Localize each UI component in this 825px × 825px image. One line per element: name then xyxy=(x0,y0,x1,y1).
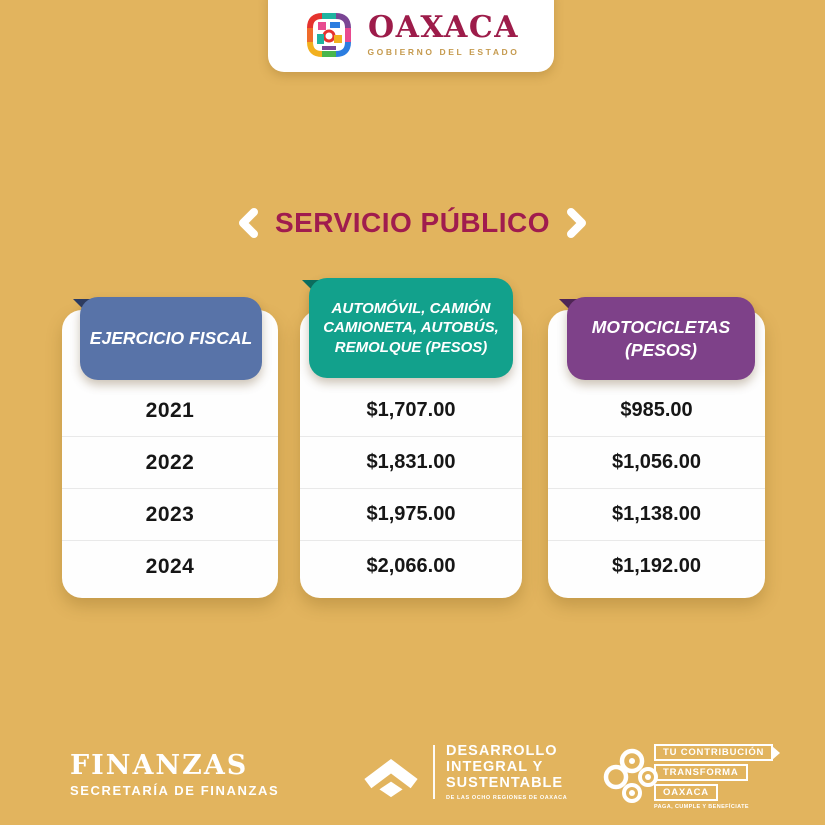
vertical-divider xyxy=(433,745,435,800)
price-cell: $1,707.00 xyxy=(366,399,456,421)
oaxaca-state-emblem-icon xyxy=(307,13,352,57)
chevron-left-icon xyxy=(238,208,258,238)
banner-subtitle: GOBIERNO DEL ESTADO xyxy=(367,47,520,57)
year-cell: 2023 xyxy=(62,488,278,540)
desarrollo-line: DESARROLLO xyxy=(446,743,558,759)
column-header-label: EJERCICIO FISCAL xyxy=(89,328,253,349)
column-header-motocicletas: MOTOCICLETAS (PESOS) xyxy=(567,297,755,380)
finanzas-subtitle: SECRETARÍA DE FINANZAS xyxy=(70,783,280,798)
column-header-label: MOTOCICLETAS (PESOS) xyxy=(591,316,731,360)
contribucion-text: TU CONTRIBUCIÓN TRANSFORMA OAXACA PAGA, … xyxy=(654,744,774,810)
year-cell: 2024 xyxy=(62,540,278,592)
desarrollo-logo: DESARROLLO INTEGRAL Y SUSTENTABLE DE LAS… xyxy=(360,743,568,801)
year-cell: 2021 xyxy=(145,398,195,422)
price-cell: $2,066.00 xyxy=(300,540,522,592)
column-ejercicio-rows: 2021 2022 2023 2024 xyxy=(62,385,278,592)
contribucion-line: TU CONTRIBUCIÓN xyxy=(654,744,774,761)
page-title-text: SERVICIO PÚBLICO xyxy=(274,207,551,238)
column-motocicletas-rows: $985.00 $1,056.00 $1,138.00 $1,192.00 xyxy=(548,385,765,592)
finanzas-title: FINANZAS xyxy=(70,750,249,781)
column-header-ejercicio-fiscal: EJERCICIO FISCAL xyxy=(80,297,262,380)
price-cell: $1,056.00 xyxy=(548,436,765,488)
price-cell: $1,831.00 xyxy=(300,436,522,488)
banner-title: OAXACA xyxy=(367,10,520,45)
price-cell: $1,975.00 xyxy=(300,488,522,540)
year-cell: 2022 xyxy=(62,436,278,488)
pyramid-arrow-icon xyxy=(364,759,418,798)
column-header-label: AUTOMÓVIL, CAMIÓN CAMIONETA, AUTOBÚS, RE… xyxy=(323,299,499,356)
page-title: SERVICIO PÚBLICO xyxy=(0,201,825,245)
price-cell: $1,192.00 xyxy=(548,540,765,592)
contribucion-logo: TU CONTRIBUCIÓN TRANSFORMA OAXACA PAGA, … xyxy=(603,744,774,810)
desarrollo-tagline: DE LAS OCHO REGIONES DE OAXACA xyxy=(446,794,568,801)
clover-flower-icon xyxy=(603,748,658,803)
desarrollo-line: SUSTENTABLE xyxy=(446,774,564,791)
desarrollo-text: DESARROLLO INTEGRAL Y SUSTENTABLE DE LAS… xyxy=(446,743,568,801)
price-cell: $1,138.00 xyxy=(548,488,765,540)
contribucion-tagline: PAGA, CUMPLE Y BENEFÍCIATE xyxy=(654,804,749,810)
price-cell: $985.00 xyxy=(620,399,693,421)
contribucion-line: TRANSFORMA xyxy=(654,764,748,781)
government-banner: OAXACA GOBIERNO DEL ESTADO xyxy=(268,0,554,72)
desarrollo-line: INTEGRAL Y xyxy=(446,758,544,775)
chevron-right-icon xyxy=(567,208,587,238)
column-header-automovil: AUTOMÓVIL, CAMIÓN CAMIONETA, AUTOBÚS, RE… xyxy=(309,278,513,378)
finanzas-logo: FINANZAS SECRETARÍA DE FINANZAS xyxy=(70,752,279,798)
banner-text: OAXACA GOBIERNO DEL ESTADO xyxy=(367,10,520,58)
contribucion-line: OAXACA xyxy=(654,784,718,801)
column-automovil-rows: $1,707.00 $1,831.00 $1,975.00 $2,066.00 xyxy=(300,385,522,592)
